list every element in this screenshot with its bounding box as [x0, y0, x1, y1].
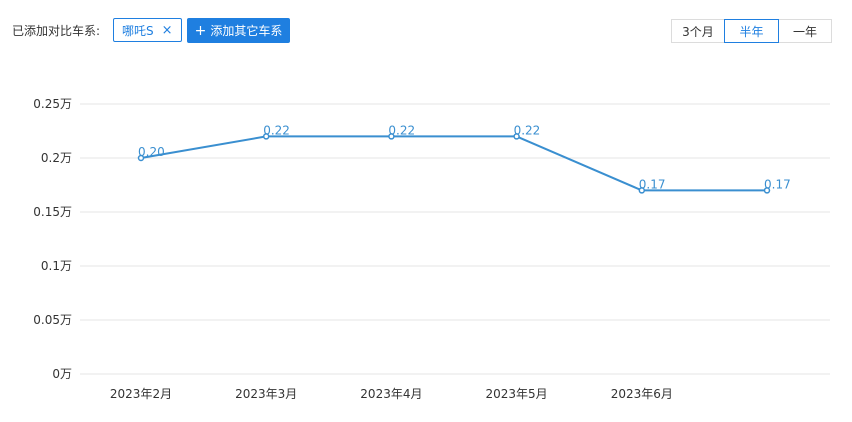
y-tick-label: 0万 [52, 367, 72, 381]
compare-label: 已添加对比车系: [12, 24, 101, 38]
toolbar: 已添加对比车系: 哪吒S × + 添加其它车系 3个月 半年 一年 [0, 0, 852, 60]
data-label: 0.22 [388, 123, 415, 137]
y-tick-label: 0.2万 [41, 151, 72, 165]
y-tick-label: 0.05万 [33, 313, 72, 327]
range-selector: 3个月 半年 一年 [671, 19, 832, 43]
data-point [262, 133, 270, 140]
data-label: 0.20 [138, 145, 165, 159]
range-half-year-button[interactable]: 半年 [724, 19, 779, 43]
data-label: 0.17 [764, 177, 791, 191]
y-tick-label: 0.15万 [33, 205, 72, 219]
data-label: 0.17 [639, 177, 666, 191]
data-label: 0.22 [514, 123, 541, 137]
x-tick-label: 2023年2月 [110, 387, 172, 401]
data-point [137, 154, 145, 162]
data-label: 0.22 [263, 123, 290, 137]
data-point [513, 133, 520, 140]
close-icon[interactable]: × [161, 22, 173, 38]
x-tick-label: 2023年3月 [235, 387, 297, 401]
add-series-label: 添加其它车系 [210, 24, 283, 38]
y-tick-label: 0.1万 [41, 259, 72, 273]
x-tick-label: 2023年5月 [486, 387, 548, 401]
data-point [638, 187, 646, 194]
range-one-year-button[interactable]: 一年 [778, 19, 832, 43]
x-tick-label: 2023年6月 [611, 387, 673, 401]
plus-icon: + [194, 22, 207, 39]
data-point [763, 187, 771, 194]
add-series-button[interactable]: + 添加其它车系 [187, 18, 290, 43]
series-tag[interactable]: 哪吒S × [113, 18, 182, 42]
y-tick-label: 0.25万 [33, 97, 72, 111]
data-point [388, 133, 395, 140]
x-tick-label: 2023年4月 [360, 387, 422, 401]
series-tag-label: 哪吒S [122, 23, 154, 38]
series-line [140, 135, 767, 192]
